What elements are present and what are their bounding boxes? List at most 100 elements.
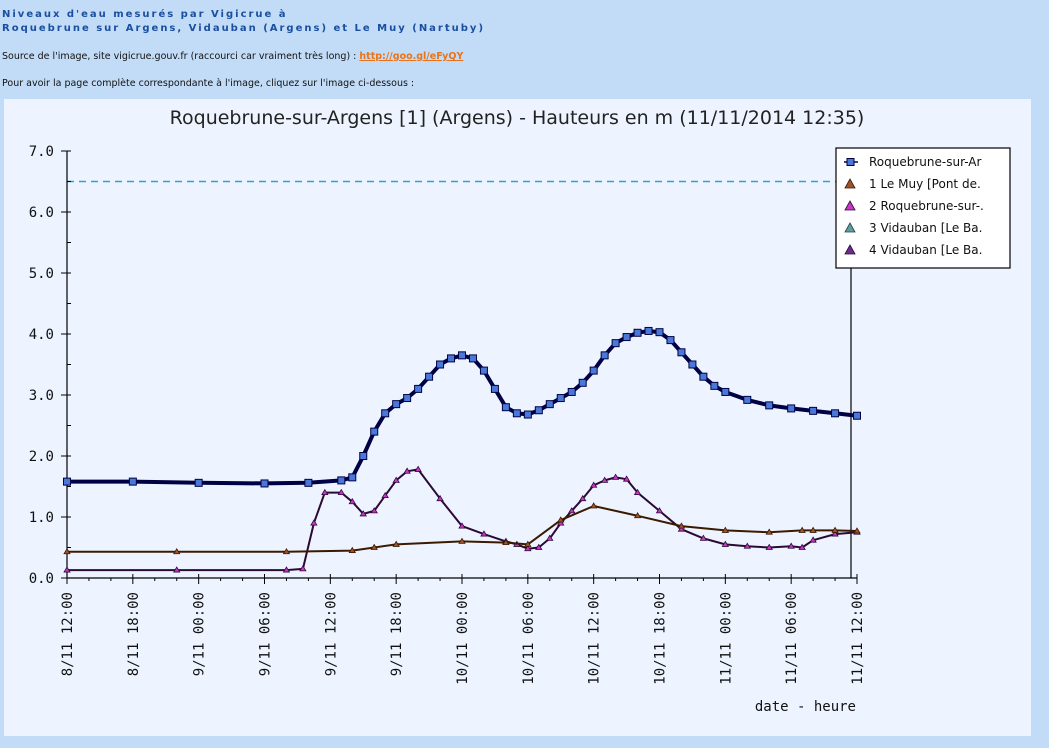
series-point-2 xyxy=(589,481,598,488)
legend-marker xyxy=(844,222,856,233)
series-point-0 xyxy=(545,400,554,409)
legend-marker xyxy=(844,244,856,255)
series-point-2 xyxy=(458,522,466,529)
series-point-2 xyxy=(282,566,291,573)
series-point-0 xyxy=(534,406,543,415)
series-point-2 xyxy=(546,534,554,541)
series-point-0 xyxy=(304,478,313,487)
series-point-0 xyxy=(458,351,466,360)
x-tick-label: 9/11 18:00 xyxy=(389,592,405,676)
series-point-1 xyxy=(458,537,466,544)
series-point-0 xyxy=(436,360,445,369)
series-point-0 xyxy=(414,384,423,393)
series-point-0 xyxy=(721,387,730,396)
series-point-0 xyxy=(666,336,675,345)
series-point-0 xyxy=(370,427,379,436)
series-point-0 xyxy=(501,403,510,412)
series-point-0 xyxy=(809,406,818,415)
series-point-2 xyxy=(299,565,307,572)
legend-label: 3 Vidauban [Le Ba. xyxy=(869,221,982,235)
series-point-0 xyxy=(392,400,401,409)
series-point-2 xyxy=(359,510,367,517)
series-point-0 xyxy=(468,354,477,363)
series-point-2 xyxy=(798,543,806,550)
series-point-0 xyxy=(63,477,71,486)
series-point-0 xyxy=(403,394,412,403)
series-point-0 xyxy=(831,409,840,418)
series-point-0 xyxy=(128,477,137,486)
series-point-2 xyxy=(600,476,609,483)
series-point-0 xyxy=(260,479,269,488)
series-point-2 xyxy=(480,530,488,537)
series-point-0 xyxy=(194,478,203,487)
series-point-2 xyxy=(578,494,587,502)
y-tick-label: 7.0 xyxy=(29,144,54,160)
series-point-0 xyxy=(556,394,565,403)
series-point-1 xyxy=(392,540,400,547)
y-tick-label: 6.0 xyxy=(29,205,54,221)
series-point-1 xyxy=(677,522,686,529)
series-point-1 xyxy=(557,516,565,523)
series-point-2 xyxy=(677,525,686,532)
series-point-2 xyxy=(321,488,329,496)
chart-image-link[interactable]: Roquebrune-sur-Argens [1] (Argens) - Hau… xyxy=(4,99,1031,736)
series-point-2 xyxy=(699,534,708,541)
series-point-0 xyxy=(512,409,521,418)
legend-label: 4 Vidauban [Le Ba. xyxy=(869,243,982,257)
header-title-line1: Niveaux d'eau mesurés par Vigicrue à xyxy=(2,9,288,20)
series-point-1 xyxy=(173,547,181,555)
x-axis-label: date - heure xyxy=(755,699,856,715)
water-level-chart: Roquebrune-sur-Argens [1] (Argens) - Hau… xyxy=(29,107,1011,715)
y-tick-label: 5.0 xyxy=(29,266,54,282)
x-tick-label: 10/11 00:00 xyxy=(455,592,471,685)
legend-marker xyxy=(844,178,856,189)
series-point-0 xyxy=(787,404,796,413)
series-point-2 xyxy=(310,519,318,526)
series-point-1 xyxy=(721,526,730,533)
series-point-0 xyxy=(567,387,576,396)
x-tick-label: 10/11 06:00 xyxy=(521,592,537,685)
x-tick-label: 11/11 12:00 xyxy=(850,592,866,685)
chart-title: Roquebrune-sur-Argens [1] (Argens) - Hau… xyxy=(170,107,865,129)
x-tick-label: 9/11 12:00 xyxy=(323,592,339,676)
series-point-0 xyxy=(743,395,752,404)
source-link[interactable]: http://goo.gl/eFyQY xyxy=(359,51,464,62)
series-point-0 xyxy=(765,401,774,410)
series-point-1 xyxy=(282,547,291,555)
series-point-2 xyxy=(403,467,411,474)
series-point-2 xyxy=(524,544,532,552)
series-point-0 xyxy=(578,378,587,387)
legend-label: Roquebrune-sur-Ar xyxy=(869,155,982,169)
legend-marker xyxy=(844,200,856,211)
series-point-0 xyxy=(622,333,631,342)
x-tick-label: 11/11 00:00 xyxy=(718,592,734,685)
x-tick-label: 8/11 12:00 xyxy=(60,592,76,676)
series-point-0 xyxy=(447,354,456,363)
series-point-1 xyxy=(370,543,378,550)
series-point-0 xyxy=(710,381,719,390)
series-point-2 xyxy=(557,519,565,526)
series-point-2 xyxy=(611,473,620,480)
series-point-2 xyxy=(765,543,773,550)
series-point-0 xyxy=(853,411,861,420)
x-tick-label: 8/11 18:00 xyxy=(126,592,142,676)
series-point-0 xyxy=(611,339,620,348)
series-point-0 xyxy=(348,473,357,482)
series-point-0 xyxy=(589,366,598,375)
y-tick-label: 4.0 xyxy=(29,327,54,343)
x-tick-label: 10/11 18:00 xyxy=(653,592,669,685)
series-point-0 xyxy=(644,326,653,335)
click-note: Pour avoir la page complète correspondan… xyxy=(2,78,415,89)
series-point-0 xyxy=(688,360,697,369)
x-tick-label: 11/11 06:00 xyxy=(784,592,800,685)
series-point-1 xyxy=(809,526,817,533)
series-point-1 xyxy=(524,540,532,547)
page-header: Niveaux d'eau mesurés par Vigicrue à Roq… xyxy=(2,8,485,36)
legend-marker xyxy=(846,158,855,166)
series-point-2 xyxy=(809,536,817,543)
x-tick-label: 9/11 06:00 xyxy=(258,592,274,676)
series-point-0 xyxy=(677,348,686,357)
series-point-1 xyxy=(502,538,510,546)
series-point-2 xyxy=(414,465,422,472)
series-point-1 xyxy=(831,526,839,533)
